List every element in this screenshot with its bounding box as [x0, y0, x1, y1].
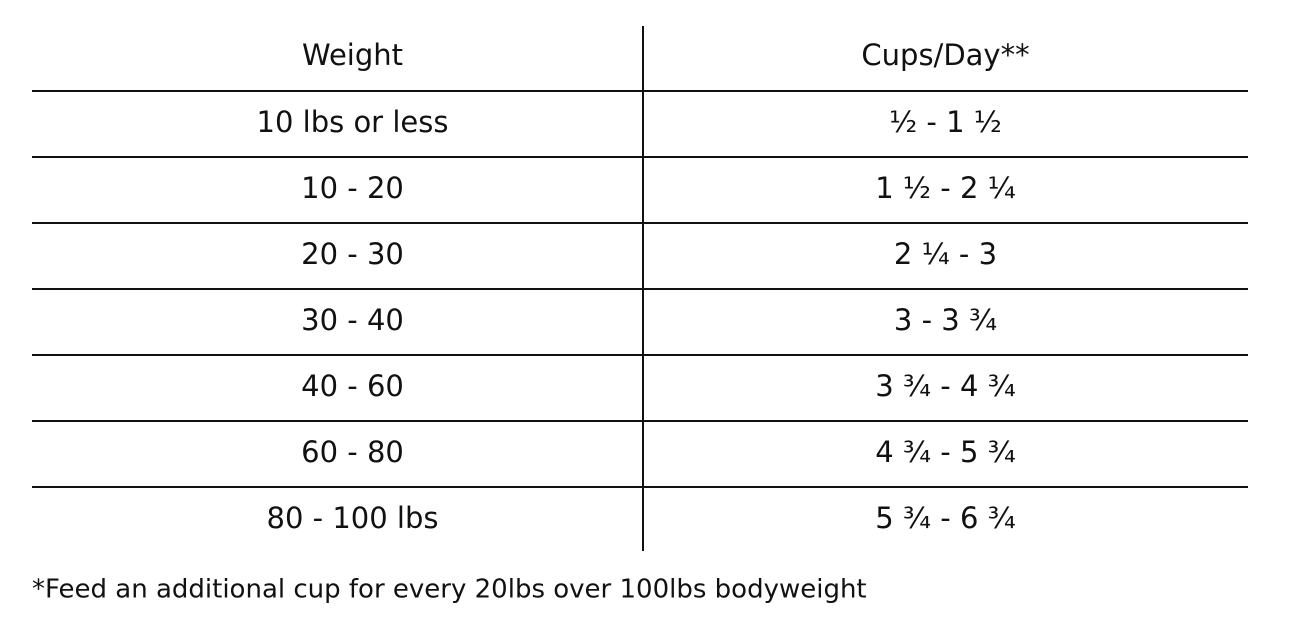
- table-cell: 30 - 40: [301, 303, 404, 337]
- table-cell: 60 - 80: [301, 435, 404, 469]
- table-cell: 2 ¼ - 3: [894, 237, 997, 271]
- table-cell: 3 - 3 ¾: [894, 303, 997, 337]
- table-cell: 5 ¾ - 6 ¾: [875, 501, 1015, 535]
- footnote: *Feed an additional cup for every 20lbs …: [32, 575, 867, 605]
- table-cell: 80 - 100 lbs: [267, 501, 439, 535]
- table-cell: 10 - 20: [301, 171, 404, 205]
- header-cell: Cups/Day**: [861, 38, 1029, 72]
- table-cell: 4 ¾ - 5 ¾: [875, 435, 1015, 469]
- table-cell: 40 - 60: [301, 369, 404, 403]
- table-cell: 1 ½ - 2 ¼: [875, 171, 1015, 205]
- table-cell: 20 - 30: [301, 237, 404, 271]
- header-cell: Weight: [302, 38, 403, 72]
- table-cell: ½ - 1 ½: [889, 105, 1002, 139]
- table-cell: 10 lbs or less: [257, 105, 449, 139]
- table-cell: 3 ¾ - 4 ¾: [875, 369, 1015, 403]
